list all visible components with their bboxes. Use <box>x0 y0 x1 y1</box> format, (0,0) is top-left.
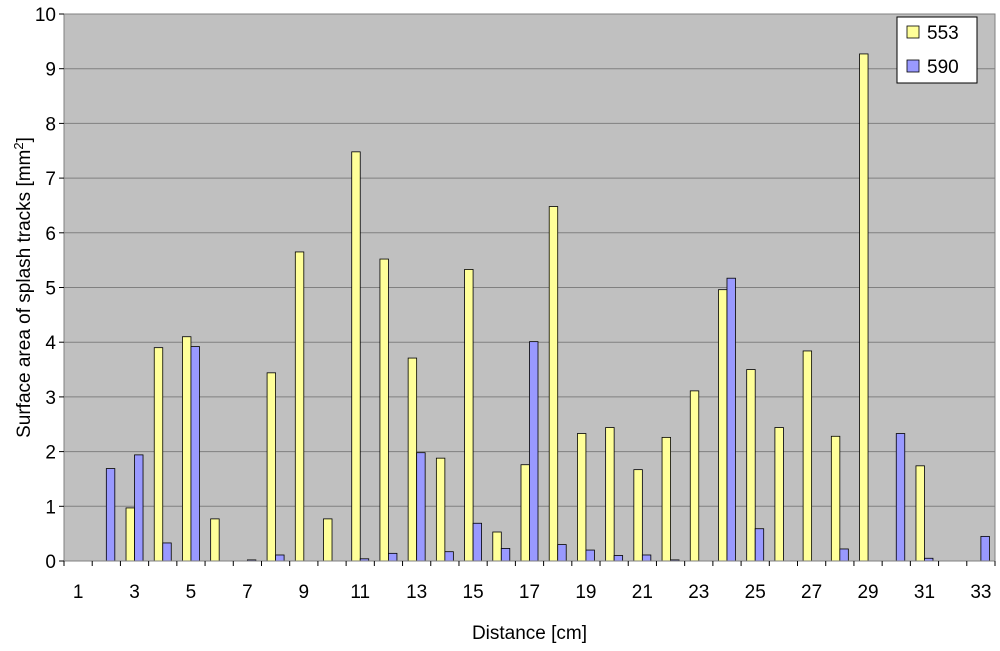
y-tick-label: 7 <box>45 169 56 190</box>
x-tick-label: 31 <box>914 582 935 603</box>
y-tick-label: 5 <box>45 279 56 300</box>
bar-590-19 <box>585 549 595 562</box>
bar-590-4 <box>162 542 172 562</box>
bar-590-24 <box>726 277 736 562</box>
x-tick-label: 33 <box>970 582 991 603</box>
x-tick-label: 13 <box>406 582 427 603</box>
bar-553-5 <box>182 336 192 562</box>
bar-553-22 <box>661 436 671 562</box>
x-tick-label: 19 <box>575 582 596 603</box>
bar-590-8 <box>275 554 285 562</box>
y-tick-label: 3 <box>45 388 56 409</box>
bar-553-24 <box>718 289 728 562</box>
bar-553-15 <box>464 269 474 562</box>
x-tick-label: 9 <box>299 582 310 603</box>
bar-553-19 <box>577 433 587 562</box>
y-tick-label: 6 <box>45 224 56 245</box>
bar-590-25 <box>754 528 765 562</box>
legend-swatch-553 <box>906 25 920 39</box>
x-tick-label: 29 <box>857 582 878 603</box>
bar-553-10 <box>323 518 333 562</box>
bar-553-11 <box>351 151 361 562</box>
bar-553-27 <box>802 350 813 562</box>
x-tick-label: 1 <box>73 582 84 603</box>
y-tick-labels: 0 1 2 3 4 5 6 7 8 9 10 <box>35 5 64 573</box>
y-axis-title: Surface area of splash tracks [mm2] <box>11 137 36 438</box>
legend: 553 590 <box>896 16 978 84</box>
x-tick-label: 5 <box>186 582 197 603</box>
bar-590-13 <box>416 452 426 562</box>
y-axis-title-main: Surface area of splash tracks [mm <box>14 150 35 438</box>
bar-553-16 <box>492 531 502 562</box>
y-tick-label: 0 <box>45 552 56 573</box>
bar-590-5 <box>190 346 200 562</box>
bar-553-13 <box>407 357 418 562</box>
x-tick-label: 15 <box>463 582 484 603</box>
bar-590-20 <box>613 555 624 562</box>
x-tick-label: 7 <box>242 582 253 603</box>
bar-590-18 <box>557 544 567 562</box>
x-tick-label: 27 <box>801 582 822 603</box>
x-tick-label: 23 <box>688 582 709 603</box>
x-tick-label: 25 <box>745 582 766 603</box>
y-tick-label: 2 <box>45 443 56 464</box>
bar-590-15 <box>472 522 482 562</box>
bar-553-6 <box>210 518 220 562</box>
bar-590-14 <box>444 551 454 562</box>
x-axis-title: Distance [cm] <box>472 623 587 644</box>
bar-553-17 <box>520 464 530 562</box>
bar-553-9 <box>294 251 305 562</box>
bar-590-17 <box>529 341 539 562</box>
legend-label-590: 590 <box>927 57 959 78</box>
bar-590-28 <box>839 548 849 562</box>
bar-553-23 <box>689 390 700 562</box>
bar-553-4 <box>153 347 164 562</box>
x-tick-label: 11 <box>350 582 370 603</box>
bar-553-8 <box>266 372 276 562</box>
legend-swatch-590 <box>906 59 920 73</box>
bar-590-2 <box>105 468 116 562</box>
x-tick-label: 3 <box>129 582 140 603</box>
y-tick-label: 1 <box>45 497 56 518</box>
legend-label-553: 553 <box>927 23 959 44</box>
bar-553-26 <box>774 427 784 562</box>
bar-553-25 <box>746 369 756 562</box>
bar-590-30 <box>895 433 906 562</box>
bar-590-16 <box>500 548 511 562</box>
y-axis-title-end: ] <box>14 137 35 142</box>
x-tick-label: 17 <box>519 582 540 603</box>
y-tick-label: 10 <box>35 5 56 26</box>
bar-553-3 <box>125 507 135 562</box>
bar-590-3 <box>134 454 144 562</box>
bar-553-12 <box>379 258 389 562</box>
y-tick-label: 4 <box>45 333 56 354</box>
bar-553-29 <box>859 53 869 562</box>
bar-590-33 <box>980 535 990 562</box>
y-axis-title-superscript: 2 <box>11 142 26 149</box>
bar-553-28 <box>830 435 841 562</box>
y-tick-label: 8 <box>45 114 56 135</box>
bar-590-21 <box>641 554 652 562</box>
bar-553-20 <box>605 427 615 562</box>
bar-553-18 <box>548 206 559 562</box>
bar-553-14 <box>435 457 446 562</box>
x-tick-label: 21 <box>632 582 653 603</box>
y-tick-label: 9 <box>45 60 56 81</box>
x-tick-labels: 1 3 5 7 9 11 13 15 17 19 21 23 25 27 29 31 33 <box>63 561 996 603</box>
bar-553-31 <box>915 465 925 562</box>
bar-553-21 <box>633 469 643 562</box>
bar-590-12 <box>388 552 398 562</box>
